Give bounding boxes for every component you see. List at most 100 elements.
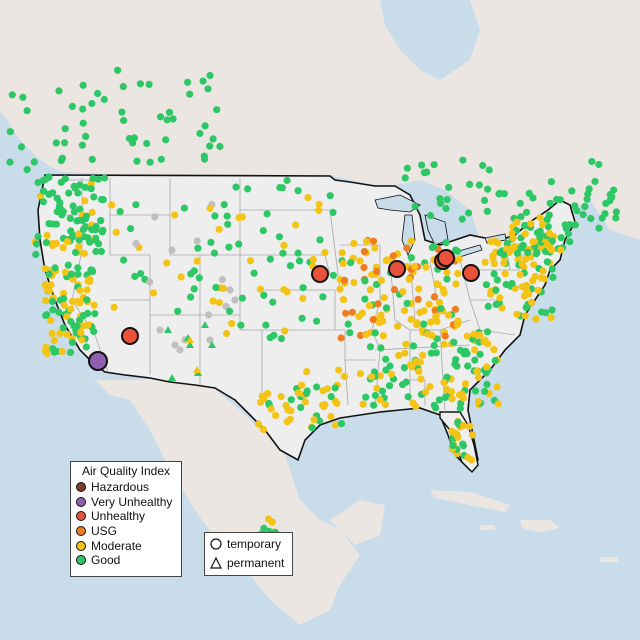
monitor-marker	[171, 341, 179, 349]
monitor-marker	[521, 312, 529, 320]
monitor-marker-highlighted	[311, 265, 329, 283]
monitor-marker	[356, 370, 364, 378]
monitor-marker	[370, 401, 378, 409]
monitor-marker	[310, 416, 318, 424]
monitor-marker	[215, 299, 223, 307]
monitor-marker-highlighted	[462, 264, 480, 282]
monitor-marker	[298, 381, 306, 389]
monitor-marker	[443, 275, 451, 283]
jamaica	[480, 525, 495, 530]
monitor-marker	[88, 208, 96, 216]
monitor-marker	[537, 274, 545, 282]
monitor-marker	[304, 194, 312, 202]
monitor-marker	[529, 238, 537, 246]
monitor-marker	[348, 308, 356, 316]
monitor-marker	[313, 383, 321, 391]
monitor-marker	[327, 393, 335, 401]
monitor-marker	[220, 201, 228, 209]
monitor-marker	[32, 250, 40, 259]
monitor-marker	[496, 294, 504, 302]
monitor-marker	[316, 417, 324, 425]
monitor-marker	[58, 347, 66, 355]
legend-label: Unhealthy	[91, 509, 146, 524]
monitor-marker	[114, 66, 122, 74]
monitor-marker	[79, 81, 87, 89]
monitor-marker	[435, 298, 444, 307]
monitor-marker	[409, 342, 418, 350]
monitor-marker	[82, 132, 90, 140]
monitor-marker	[63, 238, 71, 246]
monitor-marker	[403, 244, 411, 252]
monitor-marker	[377, 311, 385, 319]
monitor-marker	[464, 362, 472, 370]
monitor-marker	[45, 270, 53, 278]
monitor-marker	[471, 346, 479, 354]
monitor-marker	[547, 314, 555, 322]
monitor-marker	[99, 196, 107, 204]
monitor-marker	[110, 303, 118, 311]
monitor-marker	[378, 387, 386, 395]
monitor-marker	[336, 285, 344, 293]
monitor-marker	[207, 238, 215, 246]
usg-swatch	[76, 526, 86, 537]
monitor-marker	[465, 209, 473, 217]
monitor-marker	[237, 321, 245, 329]
monitor-marker	[608, 193, 616, 201]
puerto-rico	[600, 557, 618, 562]
monitor-marker	[283, 418, 291, 426]
monitor-marker	[422, 388, 430, 396]
monitor-marker	[503, 240, 511, 248]
monitor-marker	[368, 373, 376, 381]
monitor-marker	[60, 295, 68, 303]
monitor-marker	[612, 208, 621, 216]
monitor-marker	[548, 265, 556, 273]
monitor-marker	[432, 349, 440, 357]
monitor-marker	[422, 263, 430, 271]
monitor-marker	[76, 286, 84, 295]
monitor-marker	[75, 243, 83, 251]
legend-item-good: Good	[71, 553, 181, 568]
monitor-marker	[265, 515, 273, 523]
monitor-marker	[101, 174, 109, 182]
monitor-marker	[420, 320, 428, 328]
monitor-marker	[313, 317, 321, 325]
monitor-marker	[524, 248, 532, 256]
monitor-marker	[246, 257, 255, 265]
monitor-marker	[533, 229, 542, 237]
monitor-marker	[420, 169, 428, 177]
monitor-marker	[133, 157, 141, 165]
monitor-marker	[443, 385, 451, 393]
monitor-marker	[390, 286, 399, 294]
monitor-marker	[186, 90, 194, 98]
lake-huron	[424, 214, 449, 246]
monitor-marker	[49, 306, 57, 314]
monitor-marker	[407, 254, 415, 262]
monitor-marker	[187, 293, 195, 301]
monitor-marker	[260, 524, 268, 533]
monitor-marker	[602, 199, 610, 208]
monitor-marker	[76, 205, 84, 213]
monitor-marker	[206, 71, 214, 80]
monitor-marker	[299, 284, 307, 292]
monitor-marker	[371, 329, 379, 337]
monitor-marker	[417, 375, 425, 383]
monitor-marker-highlighted	[88, 351, 108, 371]
monitor-marker	[372, 280, 380, 289]
monitor-marker	[60, 301, 68, 309]
monitor-marker	[414, 295, 422, 303]
monitor-marker	[534, 286, 542, 294]
hazardous-swatch	[76, 482, 86, 493]
monitor-marker	[583, 195, 591, 203]
monitor-marker	[33, 240, 41, 248]
aqi-legend: Air Quality Index Hazardous Very Unhealt…	[70, 461, 182, 577]
monitor-marker	[490, 270, 498, 278]
monitor-marker	[119, 83, 127, 91]
monitor-marker	[19, 93, 27, 101]
monitor-marker	[483, 328, 492, 336]
monitor-marker	[412, 357, 420, 366]
monitor-marker	[365, 302, 374, 310]
monitor-marker	[521, 230, 529, 238]
monitor-marker	[257, 398, 265, 406]
monitor-marker	[232, 183, 240, 191]
legend-label: Very Unhealthy	[91, 494, 173, 509]
